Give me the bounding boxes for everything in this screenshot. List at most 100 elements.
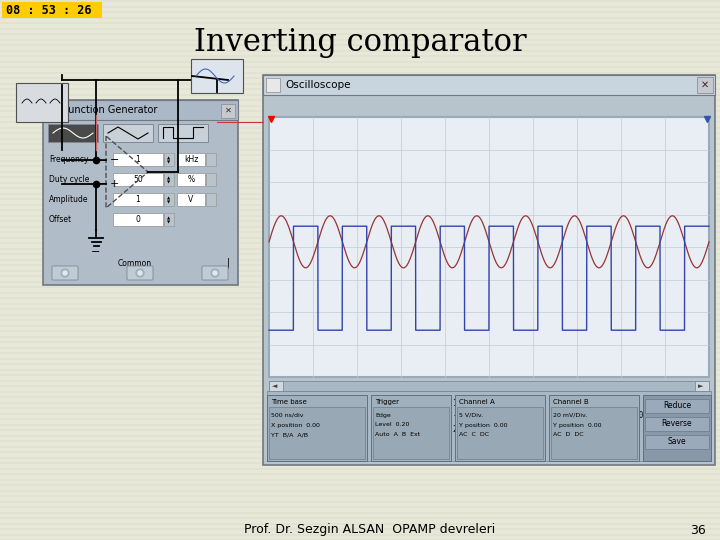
FancyBboxPatch shape xyxy=(191,59,243,93)
FancyBboxPatch shape xyxy=(164,213,174,226)
FancyBboxPatch shape xyxy=(43,100,238,120)
FancyBboxPatch shape xyxy=(371,395,451,461)
Text: ▲: ▲ xyxy=(168,157,171,161)
Text: T2: T2 xyxy=(425,399,434,408)
FancyBboxPatch shape xyxy=(103,124,153,142)
Text: 20 mV/Div.: 20 mV/Div. xyxy=(553,413,588,417)
Text: 50: 50 xyxy=(133,176,143,185)
Text: AC  D  DC: AC D DC xyxy=(553,433,584,437)
Text: Time base: Time base xyxy=(271,399,307,405)
Text: 1: 1 xyxy=(135,195,140,205)
FancyBboxPatch shape xyxy=(113,173,163,186)
FancyBboxPatch shape xyxy=(263,75,715,465)
FancyBboxPatch shape xyxy=(158,124,208,142)
FancyBboxPatch shape xyxy=(551,407,637,459)
FancyBboxPatch shape xyxy=(48,124,98,142)
FancyBboxPatch shape xyxy=(457,407,543,459)
Text: Y position  0.00: Y position 0.00 xyxy=(459,422,508,428)
FancyBboxPatch shape xyxy=(177,153,205,166)
Text: VB2: VB2 xyxy=(425,424,440,434)
Text: Channel A: Channel A xyxy=(459,399,495,405)
FancyBboxPatch shape xyxy=(645,399,709,413)
Text: 08 : 53 : 26: 08 : 53 : 26 xyxy=(6,3,91,17)
Text: Function Generator: Function Generator xyxy=(63,105,158,115)
FancyBboxPatch shape xyxy=(269,117,709,377)
Text: |: | xyxy=(226,258,230,268)
FancyBboxPatch shape xyxy=(645,417,709,431)
Text: T1: T1 xyxy=(273,399,282,408)
Text: ▼: ▼ xyxy=(168,161,171,165)
Text: Reverse: Reverse xyxy=(662,420,693,429)
FancyBboxPatch shape xyxy=(113,153,163,166)
Text: VA2-VA1: VA2-VA1 xyxy=(583,411,615,421)
FancyBboxPatch shape xyxy=(113,193,163,206)
Text: ✕: ✕ xyxy=(225,105,232,114)
Text: YT  B/A  A/B: YT B/A A/B xyxy=(271,433,308,437)
FancyBboxPatch shape xyxy=(206,153,216,166)
Text: ▲: ▲ xyxy=(168,217,171,221)
Text: Oscilloscope: Oscilloscope xyxy=(285,80,351,90)
Text: ▼: ▼ xyxy=(168,221,171,225)
Text: VB2-VB1: VB2-VB1 xyxy=(583,424,616,434)
Text: AC  C  DC: AC C DC xyxy=(459,433,489,437)
FancyBboxPatch shape xyxy=(267,391,711,461)
Text: 1: 1 xyxy=(135,156,140,165)
FancyBboxPatch shape xyxy=(52,266,78,280)
FancyBboxPatch shape xyxy=(206,173,216,186)
Text: %: % xyxy=(187,176,194,185)
Text: ▼: ▼ xyxy=(168,181,171,185)
FancyBboxPatch shape xyxy=(221,104,235,118)
Text: Trigger: Trigger xyxy=(375,399,399,405)
Text: ▼: ▼ xyxy=(168,201,171,205)
FancyBboxPatch shape xyxy=(549,395,639,461)
FancyBboxPatch shape xyxy=(43,100,238,285)
Text: X position  0.00: X position 0.00 xyxy=(271,422,320,428)
FancyBboxPatch shape xyxy=(373,407,449,459)
Text: 5 V/Div.: 5 V/Div. xyxy=(459,413,483,417)
FancyBboxPatch shape xyxy=(269,381,709,391)
Text: +: + xyxy=(110,179,120,189)
Text: 500 ns/div: 500 ns/div xyxy=(271,413,304,417)
Circle shape xyxy=(138,271,142,275)
Text: Prof. Dr. Sezgin ALSAN  OPAMP devreleri: Prof. Dr. Sezgin ALSAN OPAMP devreleri xyxy=(244,523,495,537)
Text: Frequency: Frequency xyxy=(49,156,89,165)
FancyBboxPatch shape xyxy=(263,75,715,95)
Circle shape xyxy=(136,269,144,277)
FancyBboxPatch shape xyxy=(177,193,205,206)
Text: T2-T1: T2-T1 xyxy=(583,399,604,408)
FancyBboxPatch shape xyxy=(697,77,713,93)
Text: Reduce: Reduce xyxy=(663,402,691,410)
FancyBboxPatch shape xyxy=(2,2,102,18)
Text: 0.0000    V: 0.0000 V xyxy=(611,424,662,434)
Circle shape xyxy=(61,269,69,277)
FancyBboxPatch shape xyxy=(206,193,216,206)
FancyBboxPatch shape xyxy=(113,213,163,226)
FancyBboxPatch shape xyxy=(202,266,228,280)
Text: Save: Save xyxy=(667,437,686,447)
Text: Y position  0.00: Y position 0.00 xyxy=(553,422,601,428)
Text: kHz: kHz xyxy=(184,156,198,165)
Circle shape xyxy=(211,269,219,277)
Text: VB1: VB1 xyxy=(273,424,288,434)
Text: 1.6848    s: 1.6848 s xyxy=(611,399,662,408)
Text: -585.4164  mV: -585.4164 mV xyxy=(301,411,361,421)
FancyBboxPatch shape xyxy=(164,173,174,186)
FancyBboxPatch shape xyxy=(269,407,365,459)
Text: 1.6848    s: 1.6848 s xyxy=(453,399,504,408)
Text: ▲: ▲ xyxy=(168,197,171,201)
Text: Auto  A  B  Ext: Auto A B Ext xyxy=(375,433,420,437)
FancyBboxPatch shape xyxy=(643,395,711,461)
Text: Edge: Edge xyxy=(375,413,391,417)
Text: ▲: ▲ xyxy=(168,177,171,181)
FancyBboxPatch shape xyxy=(645,435,709,449)
Circle shape xyxy=(63,271,67,275)
Text: VA1: VA1 xyxy=(273,411,288,421)
Text: Amplitude: Amplitude xyxy=(49,195,89,205)
FancyBboxPatch shape xyxy=(45,104,59,118)
Text: VA2: VA2 xyxy=(425,411,440,421)
Text: 20.0000   V: 20.0000 V xyxy=(453,424,504,434)
Text: Level  0.20: Level 0.20 xyxy=(375,422,410,428)
Text: −: − xyxy=(110,155,120,165)
FancyBboxPatch shape xyxy=(269,381,283,391)
FancyBboxPatch shape xyxy=(127,266,153,280)
